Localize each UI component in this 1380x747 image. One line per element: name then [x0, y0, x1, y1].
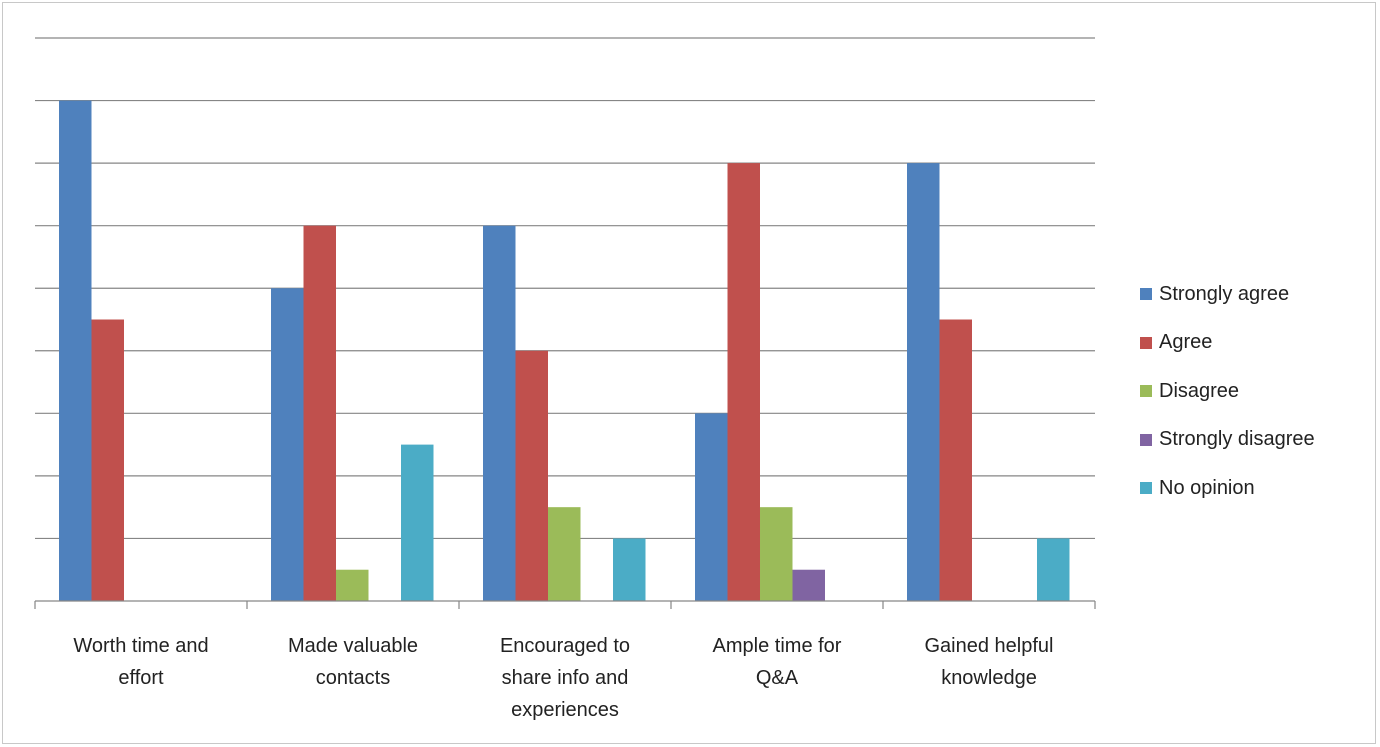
legend-swatch — [1140, 288, 1152, 301]
category-labels: Worth time and effort Made valuable contact… — [73, 635, 1053, 721]
category-label: Gained helpful knowledge — [925, 635, 1054, 689]
legend-item: Strongly disagree — [1140, 416, 1315, 465]
bar-strongly-disagree — [792, 569, 825, 601]
legend-label: Disagree — [1159, 379, 1240, 402]
bar-strongly-agree — [907, 163, 940, 601]
legend-label: Agree — [1159, 331, 1213, 354]
legend-label: Strongly agree — [1159, 282, 1290, 305]
legend-swatch — [1140, 433, 1152, 446]
category-label: Ample time for Q&A — [713, 635, 842, 689]
legend-label: No opinion — [1159, 476, 1255, 499]
legend-swatch — [1140, 385, 1152, 398]
legend-label: Strongly disagree — [1159, 428, 1315, 451]
bar-agree — [515, 350, 548, 601]
bar-strongly-agree — [59, 100, 92, 602]
bar-agree — [939, 319, 972, 601]
category-label: Encouraged to share info and experiences — [500, 635, 630, 721]
legend-item: Strongly agree — [1140, 270, 1315, 319]
bar-agree — [303, 225, 336, 601]
x-axis — [34, 600, 1096, 609]
bar-no-opinion — [613, 538, 646, 601]
legend-item: Agree — [1140, 319, 1315, 368]
bar-no-opinion — [1037, 538, 1070, 601]
bar-agree — [727, 163, 760, 601]
bar-disagree — [336, 569, 369, 601]
legend-item: Disagree — [1140, 367, 1315, 416]
bar-strongly-agree — [483, 225, 516, 601]
legend-item: No opinion — [1140, 464, 1315, 513]
category-label: Worth time and effort — [73, 635, 208, 689]
legend-swatch — [1140, 336, 1152, 349]
category-label: Made valuable contacts — [288, 635, 418, 689]
bar-strongly-agree — [271, 288, 304, 601]
bar-no-opinion — [401, 444, 434, 601]
bar-disagree — [760, 507, 793, 601]
legend: Strongly agree Agree Disagree Strongly disa… — [1140, 270, 1315, 513]
bar-disagree — [548, 507, 581, 601]
bar-agree — [91, 319, 124, 601]
bars — [59, 100, 1070, 602]
bar-strongly-agree — [695, 413, 728, 601]
legend-swatch — [1140, 482, 1152, 495]
